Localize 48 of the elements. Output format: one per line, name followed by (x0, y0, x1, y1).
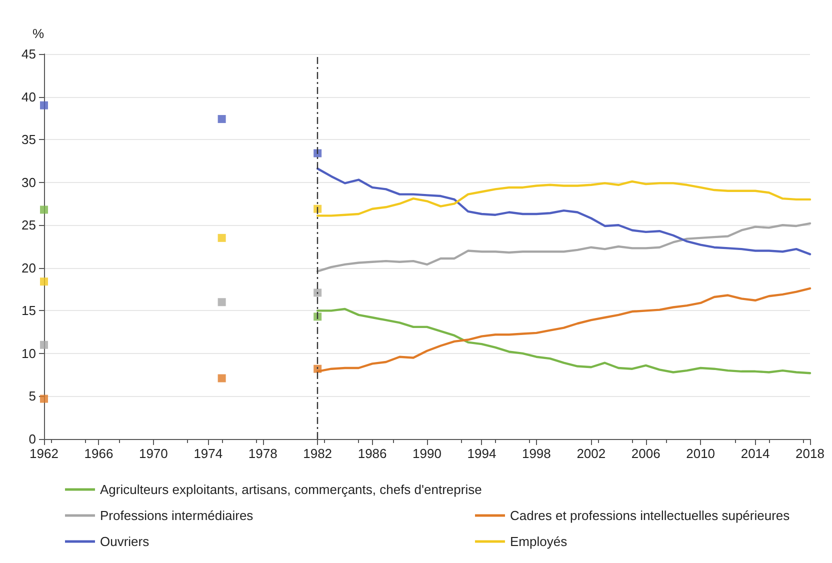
point (218, 374, 226, 382)
x-tick-label: 1986 (358, 446, 387, 461)
x-tick-label: 1982 (303, 446, 332, 461)
y-tick-label: 35 (22, 132, 36, 148)
y-tick-label: 20 (22, 260, 36, 276)
point (40, 340, 48, 349)
x-tick-label: 1970 (138, 446, 168, 461)
legend-label: Ouvriers (100, 534, 150, 549)
point (40, 278, 48, 286)
legend-label: Employés (510, 534, 568, 549)
x-tick-label: 1966 (84, 446, 114, 461)
x-tick-label: 2014 (740, 446, 770, 461)
point (40, 394, 48, 403)
point (314, 204, 322, 213)
y-axis-title: % (32, 26, 44, 41)
y-tick-label: 0 (28, 432, 36, 446)
x-tick-label: 1978 (248, 446, 278, 461)
point (218, 234, 226, 242)
x-tick-label: 2002 (576, 446, 606, 461)
line-series (316, 308, 812, 374)
line-series (316, 222, 812, 272)
x-tick-label: 1962 (30, 446, 58, 461)
x-tick-label: 1994 (467, 446, 496, 461)
y-tick-label: 30 (22, 174, 36, 190)
x-tick-label: 1990 (412, 446, 442, 461)
point (218, 298, 226, 306)
point (40, 206, 48, 214)
legend-label: Agriculteurs exploitants, artisans, commerçants, chefs d'entreprise (100, 482, 482, 497)
x-tick-label: 1974 (194, 446, 223, 461)
x-tick-label: 1998 (522, 446, 551, 461)
point (314, 364, 322, 373)
point (40, 101, 48, 110)
point (314, 149, 322, 158)
x-tick-label: 2018 (796, 446, 824, 461)
y-tick-label: 40 (22, 89, 36, 104)
line-series (316, 180, 812, 217)
x-tick-label: 2006 (631, 446, 660, 461)
y-tick-label: 45 (22, 46, 36, 62)
point (314, 288, 322, 297)
point (218, 115, 226, 124)
line-series (316, 168, 812, 256)
legend-label: Cadres et professions intellectuelles supérieures (510, 508, 790, 523)
legend-label: Professions intermédiaires (100, 508, 254, 523)
y-tick-label: 25 (22, 218, 36, 233)
y-tick-label: 15 (22, 303, 36, 318)
y-tick-label: 10 (22, 346, 36, 361)
y-tick-label: 5 (28, 388, 36, 404)
x-tick-label: 2010 (686, 446, 716, 461)
